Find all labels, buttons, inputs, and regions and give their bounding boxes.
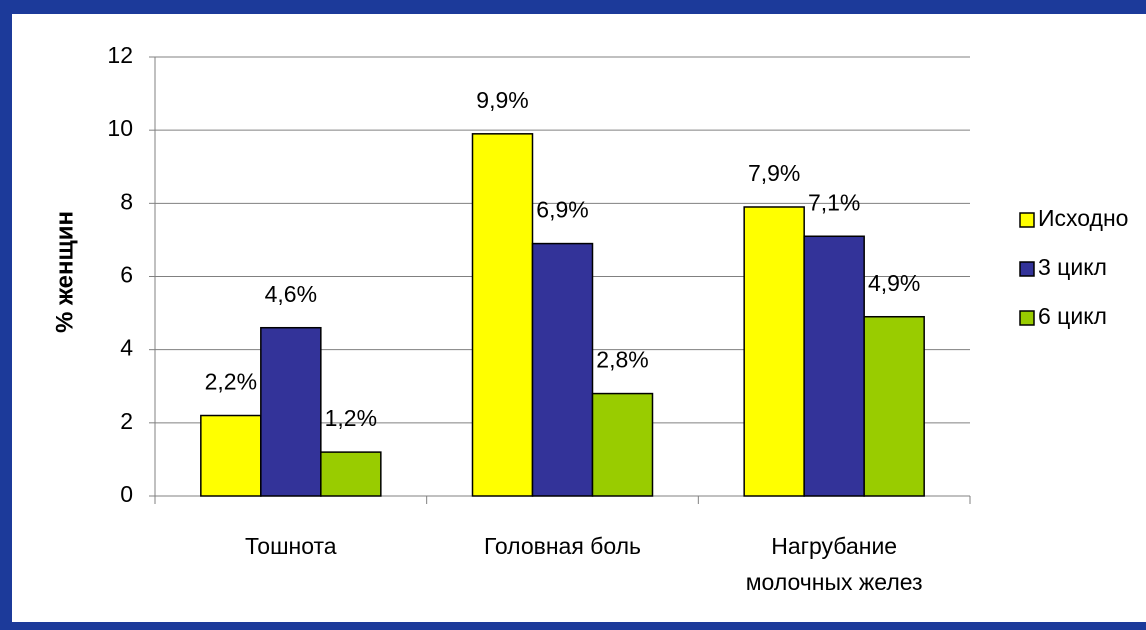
y-tick-label: 10	[107, 115, 133, 141]
bar	[260, 326, 322, 497]
value-label: 7,1%	[808, 189, 860, 215]
bar	[803, 235, 865, 497]
y-tick-label: 2	[120, 408, 133, 434]
bar	[320, 451, 382, 497]
legend-label: 3 цикл	[1038, 254, 1107, 280]
y-tick-label: 6	[120, 262, 133, 288]
legend-label: Исходно	[1038, 205, 1128, 231]
value-label: 1,2%	[325, 405, 377, 431]
value-label: 9,9%	[476, 87, 528, 113]
bar	[200, 414, 262, 497]
value-label: 2,2%	[205, 369, 257, 395]
y-tick-label: 12	[107, 42, 133, 68]
value-label: 6,9%	[536, 197, 588, 223]
x-tick-label: Тошнота	[245, 533, 337, 559]
y-tick-label: 8	[120, 188, 133, 214]
y-tick-label: 4	[120, 335, 133, 361]
y-tick-label: 0	[120, 481, 133, 507]
y-axis-label: % женщин	[51, 211, 78, 333]
legend-swatch	[1019, 310, 1035, 326]
bar	[531, 242, 594, 497]
legend-swatch	[1019, 261, 1035, 277]
value-label: 7,9%	[748, 160, 800, 186]
legend-label: 6 цикл	[1038, 303, 1107, 329]
value-label: 2,8%	[596, 347, 648, 373]
bar	[743, 206, 805, 497]
value-label: 4,6%	[265, 281, 317, 307]
legend-swatch	[1019, 212, 1035, 228]
bar	[591, 392, 654, 497]
bar	[471, 133, 534, 497]
bar	[863, 315, 925, 497]
x-tick-label: Головная боль	[484, 533, 641, 559]
value-label: 4,9%	[868, 270, 920, 296]
x-tick-label: Нагрубание молочных желез	[746, 533, 923, 595]
